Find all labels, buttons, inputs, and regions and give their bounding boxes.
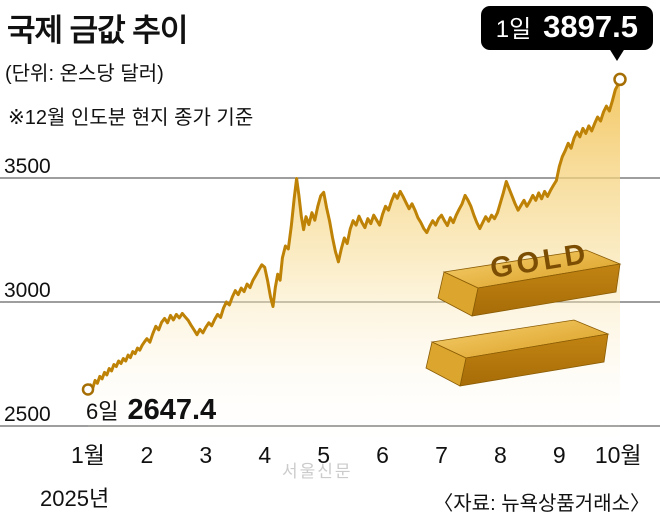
x-tick-label-8: 8 bbox=[494, 442, 507, 468]
x-tick-label-7: 7 bbox=[435, 442, 448, 468]
price-line bbox=[86, 77, 622, 391]
watermark: 서울신문 bbox=[282, 462, 353, 481]
page-title: 국제 금값 추이 bbox=[7, 13, 188, 48]
end-point-marker bbox=[613, 72, 627, 87]
x-tick-label-6: 6 bbox=[376, 442, 389, 468]
start-point-marker bbox=[81, 383, 95, 396]
y-tick-label-3000: 3000 bbox=[4, 279, 51, 302]
y-tick-label-2500: 2500 bbox=[4, 403, 51, 426]
peak-callout-value: 3897.5 bbox=[543, 9, 638, 44]
x-axis-labels: 1월 2 3 4 5 6 7 8 9 10월 bbox=[71, 442, 642, 468]
x-tick-label-10월: 10월 bbox=[595, 442, 642, 468]
source-label: 〈자료: 뉴욕상품거래소〉 bbox=[433, 493, 650, 515]
start-point-day: 6일 bbox=[86, 399, 119, 424]
peak-callout-pointer-icon bbox=[607, 45, 627, 61]
gold-bar-bottom bbox=[425, 319, 610, 387]
start-point-value: 2647.4 bbox=[127, 394, 217, 426]
x-tick-label-1월: 1월 bbox=[71, 442, 105, 468]
x-tick-label-2: 2 bbox=[141, 442, 154, 468]
peak-callout-day: 1일 bbox=[495, 16, 532, 43]
note-label: ※12월 인도분 현지 종가 기준 bbox=[8, 107, 254, 129]
gold-bar-side-face bbox=[437, 271, 479, 317]
year-label: 2025년 bbox=[40, 486, 110, 511]
start-point-label: 6일 2647.4 bbox=[86, 394, 216, 427]
x-tick-label-3: 3 bbox=[199, 442, 212, 468]
gold-bar-side-face bbox=[425, 341, 467, 387]
x-tick-label-5: 5 bbox=[317, 442, 330, 468]
gold-bars-illustration: GOLD bbox=[425, 238, 622, 387]
x-tick-label-4: 4 bbox=[258, 442, 271, 468]
x-tick-label-9: 9 bbox=[553, 442, 566, 468]
peak-callout: 1일 3897.5 bbox=[480, 6, 653, 50]
y-tick-label-3500: 3500 bbox=[4, 155, 51, 178]
unit-label: (단위: 온스당 달러) bbox=[5, 63, 164, 85]
